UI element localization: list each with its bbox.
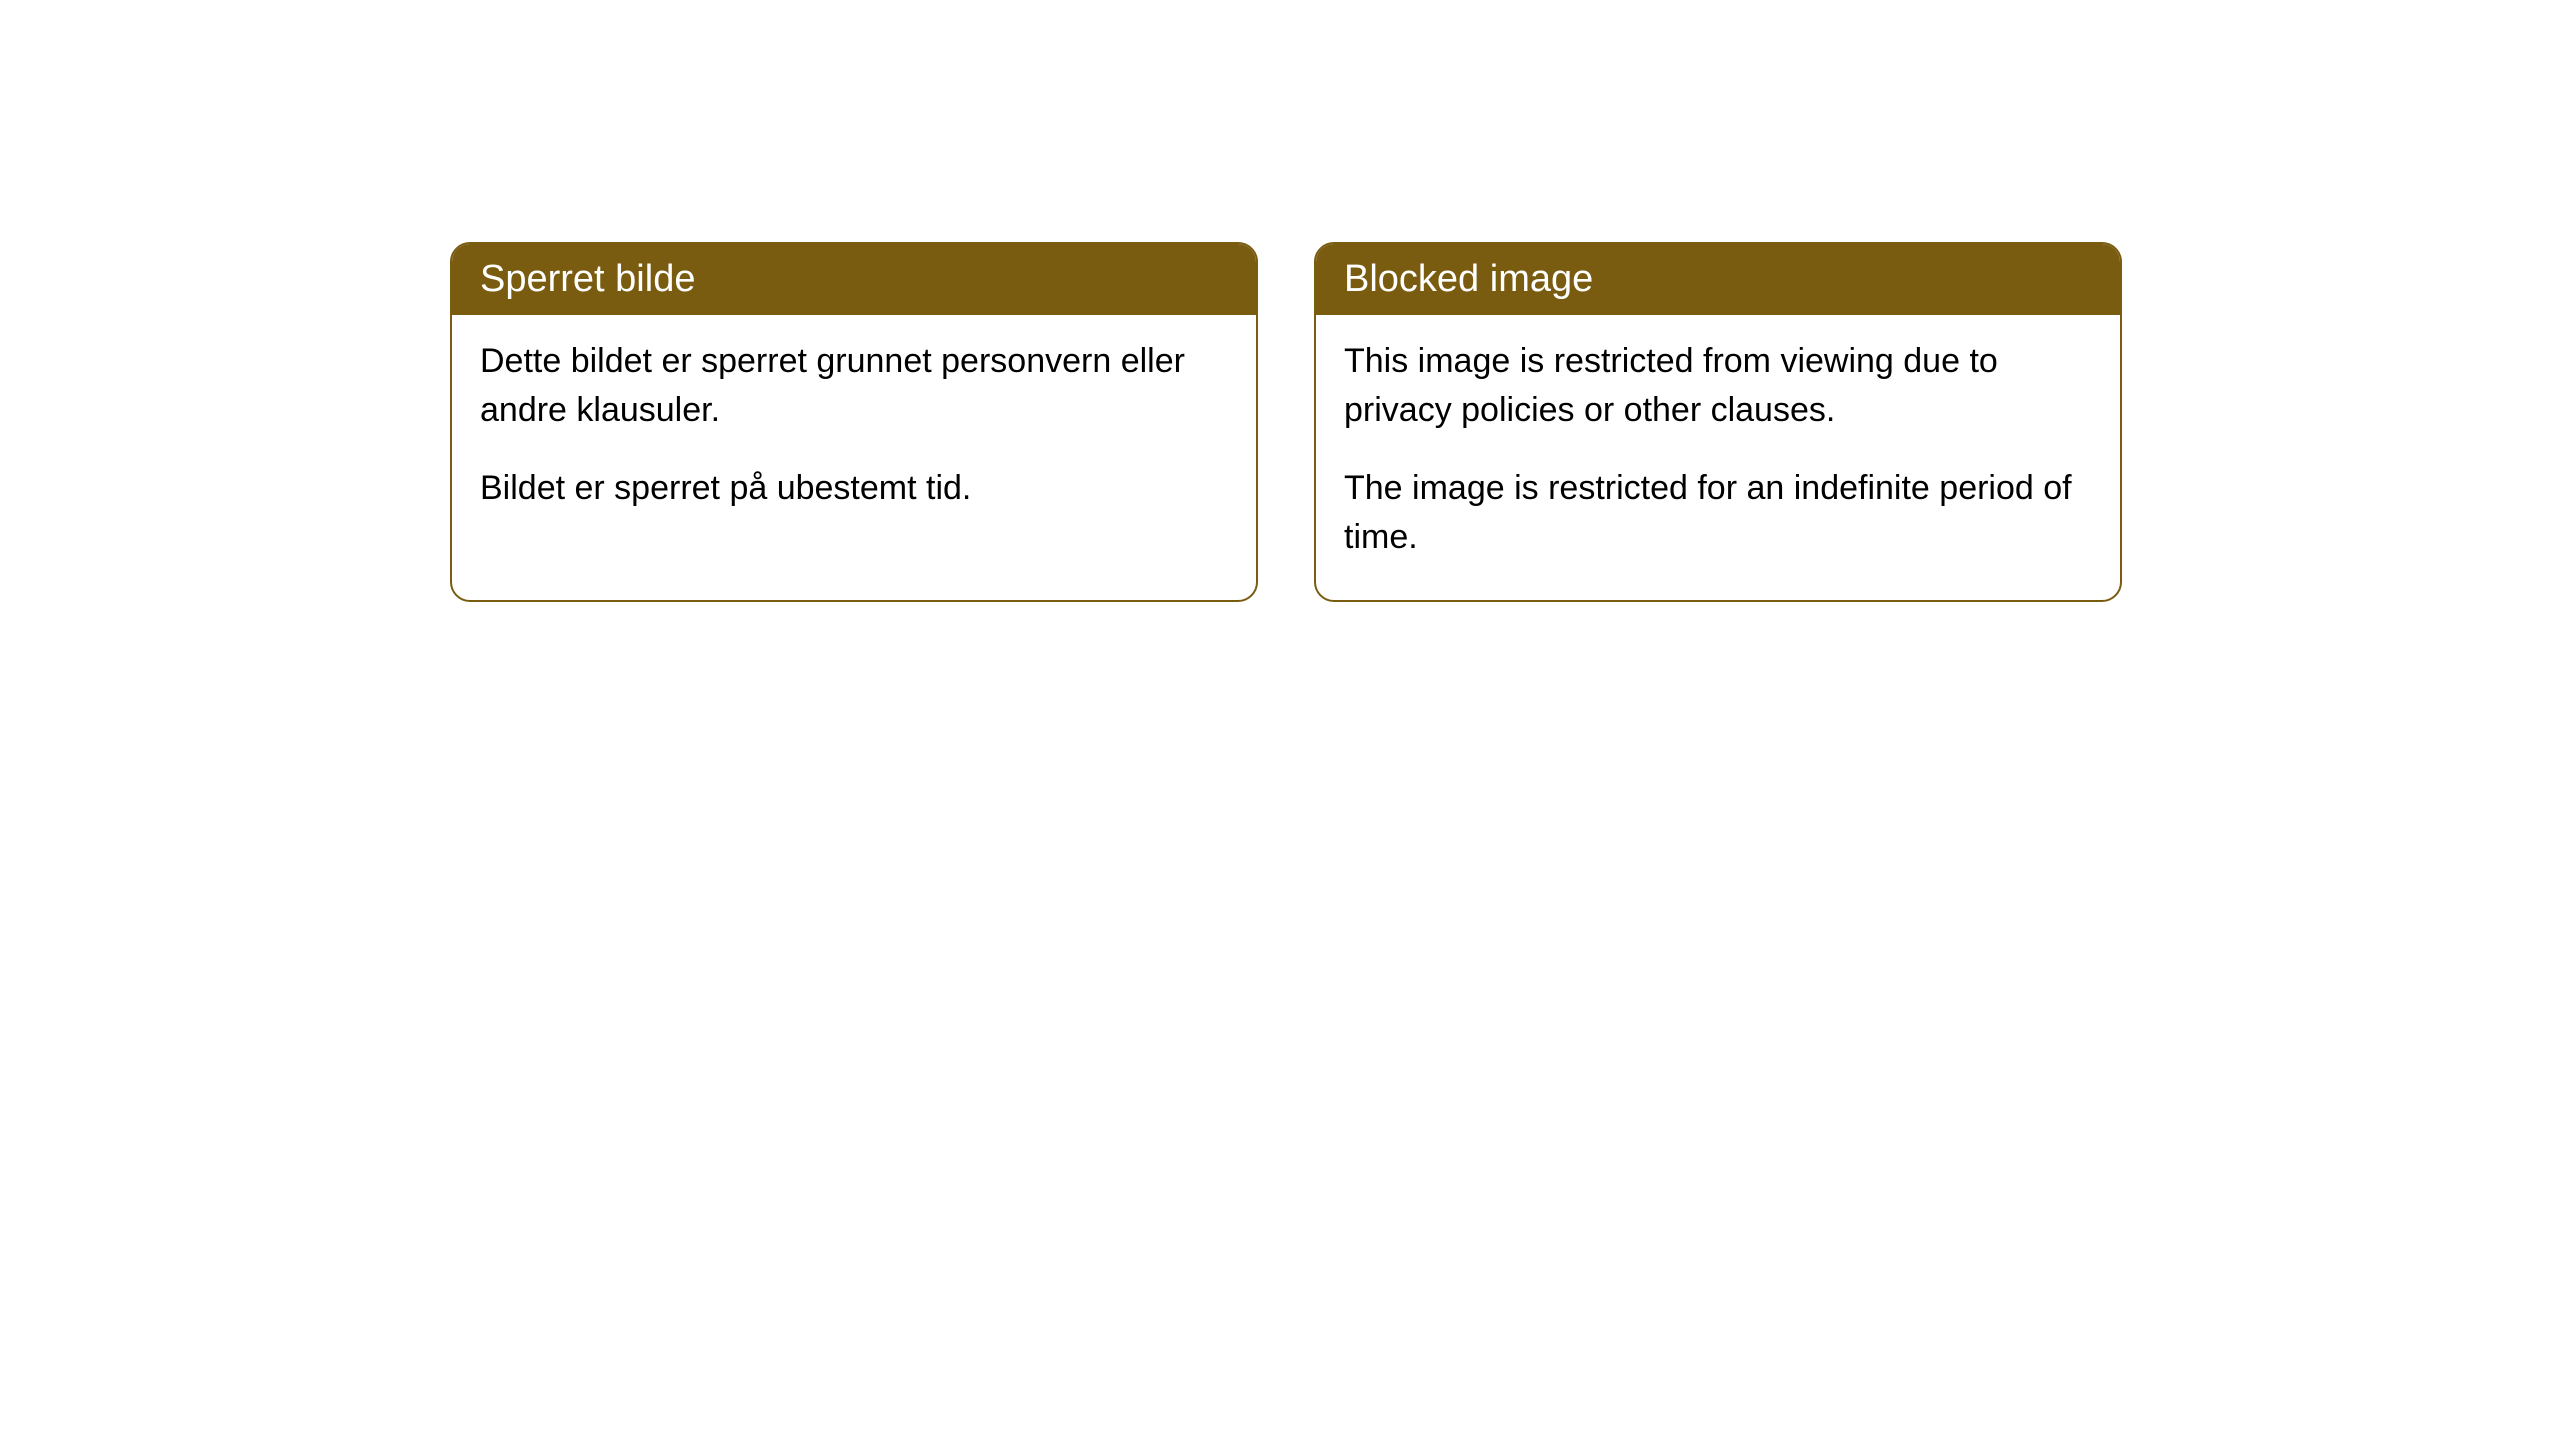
notice-card-norwegian: Sperret bilde Dette bildet er sperret gr… — [450, 242, 1258, 602]
card-header-norwegian: Sperret bilde — [452, 244, 1256, 315]
card-paragraph-norwegian-1: Dette bildet er sperret grunnet personve… — [480, 337, 1228, 436]
card-paragraph-english-2: The image is restricted for an indefinit… — [1344, 464, 2092, 563]
card-body-norwegian: Dette bildet er sperret grunnet personve… — [452, 315, 1256, 551]
card-body-english: This image is restricted from viewing du… — [1316, 315, 2120, 600]
notice-cards-container: Sperret bilde Dette bildet er sperret gr… — [450, 242, 2122, 602]
card-paragraph-english-1: This image is restricted from viewing du… — [1344, 337, 2092, 436]
notice-card-english: Blocked image This image is restricted f… — [1314, 242, 2122, 602]
card-header-english: Blocked image — [1316, 244, 2120, 315]
card-paragraph-norwegian-2: Bildet er sperret på ubestemt tid. — [480, 464, 1228, 513]
card-title-english: Blocked image — [1344, 258, 1593, 300]
card-title-norwegian: Sperret bilde — [480, 258, 695, 300]
